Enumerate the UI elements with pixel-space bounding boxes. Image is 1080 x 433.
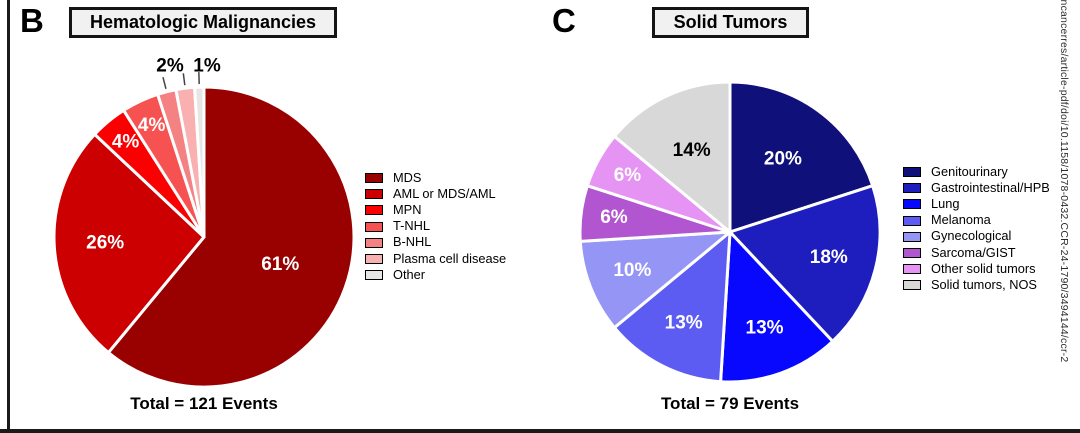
legend-item: AML or MDS/AML: [365, 186, 506, 202]
legend-item: Sarcoma/GIST: [903, 245, 1050, 261]
leader-tick: [162, 76, 167, 89]
pie-value-label: 13%: [746, 317, 784, 338]
pie-value-label: 10%: [613, 260, 651, 281]
pie-value-label: 26%: [86, 233, 124, 254]
pie-value-label: 6%: [614, 165, 642, 186]
pie-slice-genitourinary: [728, 80, 875, 234]
pie-value-label: 61%: [261, 254, 299, 275]
panel-b-title-box: Hematologic Malignancies: [69, 7, 337, 38]
panel-c-title: Solid Tumors: [673, 12, 788, 32]
legend-item: Other: [365, 267, 506, 283]
legend-label: T-NHL: [393, 218, 430, 234]
figure-border-bottom: [0, 429, 1080, 433]
legend-item: Solid tumors, NOS: [903, 277, 1050, 293]
legend-label: Gynecological: [931, 228, 1012, 244]
legend-label: Solid tumors, NOS: [931, 277, 1037, 292]
pie-slice-lung: [719, 230, 835, 384]
legend-label: Gastrointestinal/HPB: [931, 179, 1050, 195]
legend-label: B-NHL: [393, 234, 432, 250]
legend-swatch: [365, 221, 383, 232]
pie-chart-hematologic: 61% 26% 4%4% 2% 1%: [52, 56, 356, 389]
leader-tick: [182, 73, 186, 86]
legend-swatch: [903, 248, 921, 259]
legend-label: MPN: [393, 202, 422, 218]
pie-slice-solid-tumors-nos: [612, 80, 732, 234]
legend-swatch: [903, 167, 921, 178]
legend-swatch: [903, 215, 921, 226]
pie-value-label: 13%: [665, 312, 703, 333]
legend-item: Gastrointestinal/HPB: [903, 180, 1050, 196]
legend-item: Lung: [903, 196, 1050, 212]
pie-value-label: 14%: [673, 140, 711, 161]
pie-value-label: 18%: [810, 247, 848, 268]
legend-label: Sarcoma/GIST: [931, 244, 1016, 260]
legend-label: Lung: [931, 196, 960, 212]
legend-item: Melanoma: [903, 213, 1050, 229]
legend-item: Plasma cell disease: [365, 251, 506, 267]
pie-chart-solid-tumors: 20% 18% 13% 13% 10% 6% 6% 14%: [578, 80, 882, 384]
pie-value-label: 20%: [764, 149, 802, 170]
legend-item: MPN: [365, 202, 506, 218]
legend-label: MDS: [393, 169, 422, 185]
legend-label: Melanoma: [931, 212, 991, 228]
legend-swatch: [365, 270, 383, 281]
legend-item: B-NHL: [365, 235, 506, 251]
legend-item: T-NHL: [365, 219, 506, 235]
legend-label: Genitourinary: [931, 163, 1008, 179]
legend-swatch: [365, 237, 383, 248]
legend-swatch: [903, 231, 921, 242]
panel-c-title-box: Solid Tumors: [652, 7, 809, 38]
pie-outside-label: 1%: [193, 56, 221, 77]
legend-label: Other: [393, 266, 426, 282]
panel-b-title: Hematologic Malignancies: [89, 12, 317, 32]
legend-label: Plasma cell disease: [393, 250, 507, 266]
legend-label: AML or MDS/AML: [393, 185, 496, 201]
pie-slice-other: [193, 85, 206, 239]
legend-swatch: [365, 254, 383, 265]
legend-swatch: [365, 173, 383, 184]
pie-slice-gynecological: [578, 230, 732, 330]
pie-slice-melanoma: [612, 230, 732, 384]
pie-slice-gastrointestinal-hpb: [728, 184, 882, 343]
legend-swatch: [365, 189, 383, 200]
panel-b-letter: B: [20, 2, 44, 39]
panel-c-total: Total = 79 Events: [660, 394, 800, 413]
panel-b-total: Total = 121 Events: [130, 394, 278, 413]
pie-value-label: 6%: [600, 207, 628, 228]
pie-outside-label: 2%: [156, 56, 184, 77]
legend-item: Gynecological: [903, 229, 1050, 245]
legend-item: Other solid tumors: [903, 261, 1050, 277]
legend-swatch: [903, 280, 921, 291]
legend-swatch: [903, 199, 921, 210]
pie-value-label: 4%: [138, 115, 166, 136]
legend-swatch: [903, 183, 921, 194]
legend-item: Genitourinary: [903, 164, 1050, 180]
legend-solid-tumors: Genitourinary Gastrointestinal/HPB Lung Mel…: [903, 164, 1050, 294]
pie-slice-mds: [106, 85, 356, 389]
legend-swatch: [365, 205, 383, 216]
legend-item: MDS: [365, 170, 506, 186]
legend-hematologic: MDS AML or MDS/AML MPN T-NHL B-NHL Plasma cel…: [365, 170, 506, 283]
pie-slice-aml-or-mds-aml: [52, 132, 206, 355]
pie-value-label: 4%: [112, 132, 140, 153]
legend-label: Other solid tumors: [931, 260, 1036, 276]
figure-border-left: [7, 0, 10, 433]
legend-swatch: [903, 264, 921, 275]
panel-c-letter: C: [552, 2, 576, 39]
journal-url-watermark: incancerres/article-pdf/doi/10.1158/1078…: [1058, 0, 1070, 363]
